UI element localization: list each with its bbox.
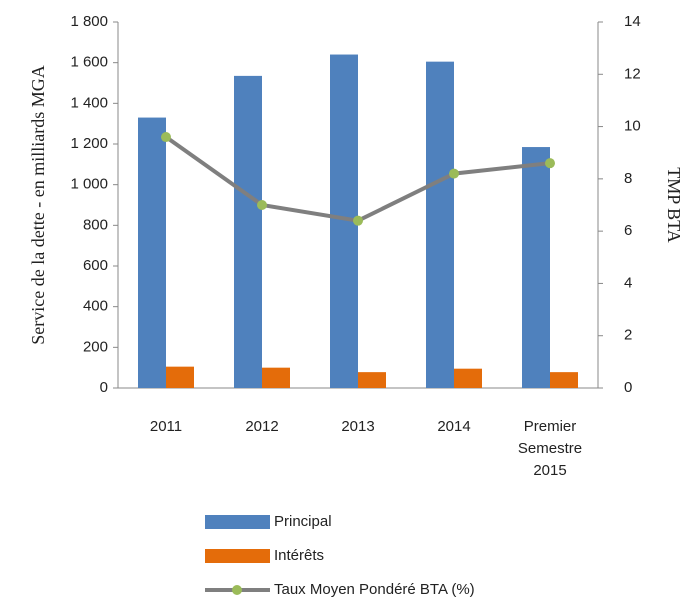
y-tick-label: 1 000	[70, 176, 108, 193]
line-marker	[257, 200, 267, 210]
legend-label: Intérêts	[274, 547, 324, 564]
y-tick-label: 600	[83, 257, 108, 274]
y-tick-label: 1 600	[70, 54, 108, 71]
y2-tick-label: 6	[624, 222, 632, 239]
y2-axis-title: TMP BTA	[664, 167, 684, 242]
legend-label: Taux Moyen Pondéré BTA (%)	[274, 581, 475, 598]
bar	[166, 366, 194, 388]
legend-swatch	[205, 515, 270, 529]
y2-tick-label: 14	[624, 13, 641, 30]
line-marker	[545, 158, 555, 169]
y2-tick-label: 8	[624, 170, 632, 187]
x-tick-label: 2014	[437, 418, 471, 435]
y2-tick-label: 10	[624, 118, 641, 135]
bar	[550, 372, 578, 388]
bar	[138, 117, 166, 389]
legend-label: Principal	[274, 513, 332, 530]
legend-swatch	[205, 549, 270, 563]
y2-tick-label: 0	[624, 379, 632, 396]
x-tick-label: Premier Semestre 2015	[517, 418, 583, 479]
x-tick-label: 2011	[149, 418, 183, 435]
legend-marker	[232, 585, 242, 595]
y-axis-title: Service de la dette - en milliards MGA	[28, 65, 48, 344]
bar	[358, 372, 386, 388]
y-tick-label: 1 200	[70, 135, 108, 152]
bar	[234, 75, 262, 388]
line-marker	[161, 132, 171, 143]
y-tick-label: 200	[83, 338, 108, 355]
line-marker	[353, 215, 363, 226]
y-tick-label: 400	[83, 298, 108, 315]
bar	[426, 61, 454, 389]
bar	[522, 147, 550, 388]
y-tick-label: 1 800	[70, 13, 108, 30]
x-tick-label: 2012	[245, 418, 279, 435]
bar	[262, 367, 290, 388]
y-tick-label: 0	[100, 379, 108, 396]
line-marker	[449, 168, 459, 179]
x-tick-label: 2013	[341, 418, 375, 435]
y2-tick-label: 4	[624, 274, 632, 291]
y2-tick-label: 12	[624, 65, 641, 82]
bar	[454, 368, 482, 388]
y-tick-label: 1 400	[70, 94, 108, 111]
y-tick-label: 800	[83, 216, 108, 233]
y2-tick-label: 2	[624, 327, 632, 344]
